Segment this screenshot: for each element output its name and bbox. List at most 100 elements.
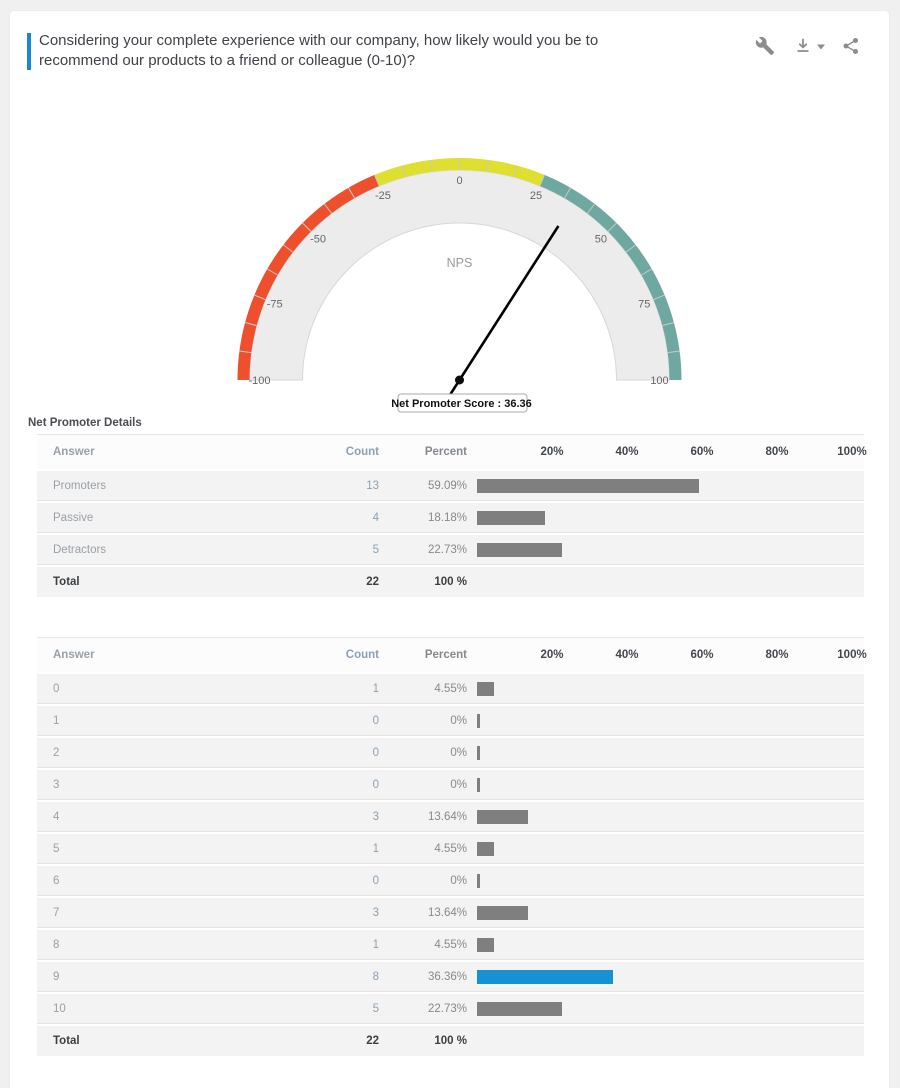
row-answer: 3 <box>53 779 60 791</box>
row-bar-cell <box>467 535 864 565</box>
gauge-tick-label: 25 <box>530 190 542 202</box>
svg-text:Net Promoter Score : 36.36: Net Promoter Score : 36.36 <box>391 398 532 410</box>
row-count: 1 <box>372 683 379 695</box>
gauge-tick <box>513 165 518 178</box>
table-row: 2 0 0% <box>37 736 864 768</box>
gauge-zone <box>374 157 545 186</box>
row-answer: 10 <box>53 1003 66 1015</box>
row-percent: 4.55% <box>434 683 467 695</box>
gauge-tick-label: -50 <box>310 234 326 246</box>
row-bar-cell <box>467 802 864 832</box>
total-bar-cell <box>467 567 864 597</box>
gauge-needle <box>449 225 560 395</box>
row-percent: 4.55% <box>434 843 467 855</box>
caret-down-icon[interactable] <box>816 43 826 51</box>
total-count: 22 <box>366 576 379 588</box>
column-header-answer: Answer <box>53 446 95 458</box>
gauge-tick-label: -25 <box>375 190 391 202</box>
gauge-tick <box>302 222 312 232</box>
row-answer: 1 <box>53 715 60 727</box>
row-count: 3 <box>372 907 379 919</box>
row-answer: Detractors <box>53 544 107 556</box>
percent-bar <box>477 479 699 493</box>
row-count: 3 <box>372 811 379 823</box>
gauge-tick <box>374 174 380 187</box>
total-label: Total <box>53 1035 80 1047</box>
question-report-card: Considering your complete experience wit… <box>10 11 889 1088</box>
row-percent: 0% <box>450 747 467 759</box>
bar-axis-header: 20% 40% 60% 80% 100% <box>467 435 866 469</box>
gauge-tick-label: 0 <box>456 175 462 187</box>
table-row: 5 1 4.55% <box>37 832 864 864</box>
gauge-tick <box>486 159 489 172</box>
question-text: Considering your complete experience wit… <box>39 32 599 69</box>
gauge-tick-label: 75 <box>638 298 650 310</box>
gauge-tick <box>239 350 252 354</box>
table-header: Answer Count Percent 20% 40% 60% 80% 100% <box>37 637 867 672</box>
table-row: 4 3 13.64% <box>37 800 864 832</box>
percent-bar <box>477 938 495 952</box>
axis-tick-label: 60% <box>690 446 714 458</box>
gauge-tick-label: -75 <box>267 298 283 310</box>
row-percent: 13.64% <box>427 811 467 823</box>
row-percent: 0% <box>450 779 467 791</box>
score-distribution-table: Answer Count Percent 20% 40% 60% 80% 100% 0 1… <box>37 637 867 1056</box>
gauge-tick <box>641 268 653 276</box>
axis-tick-label: 20% <box>540 446 564 458</box>
nps-gauge-chart: -100 -75 -50 -25 0 25 50 75 100 NPS Net Promoter … <box>237 157 682 413</box>
row-bar-cell <box>467 866 864 896</box>
total-bar-cell <box>467 1026 864 1056</box>
percent-bar <box>477 906 529 920</box>
gauge-zone <box>539 174 682 380</box>
table-row: Passive 4 18.18% <box>37 501 864 533</box>
table-row: 1 0 0% <box>37 704 864 736</box>
row-count: 0 <box>372 779 379 791</box>
row-count: 8 <box>372 971 379 983</box>
table-row: 10 5 22.73% <box>37 992 864 1024</box>
gauge-body <box>248 169 671 381</box>
row-answer: 7 <box>53 907 60 919</box>
share-icon[interactable] <box>841 36 861 56</box>
percent-bar <box>477 714 480 728</box>
row-count: 0 <box>372 715 379 727</box>
row-answer: 9 <box>53 971 60 983</box>
row-answer: 8 <box>53 939 60 951</box>
gauge-tick-label: 100 <box>650 375 668 387</box>
percent-bar <box>477 1002 563 1016</box>
table-row: 9 8 36.36% <box>37 960 864 992</box>
table-header: Answer Count Percent 20% 40% 60% 80% 100% <box>37 434 867 469</box>
question-accent-bar <box>27 33 31 70</box>
row-count: 1 <box>372 939 379 951</box>
gauge-tick <box>430 159 433 172</box>
gauge-tick-label: 50 <box>595 234 607 246</box>
percent-bar <box>477 511 546 525</box>
download-icon[interactable] <box>793 36 813 56</box>
row-bar-cell <box>467 962 864 992</box>
column-header-count: Count <box>345 649 379 661</box>
table-body: Promoters 13 59.09% Passive 4 18.18% Detractor… <box>37 469 864 597</box>
row-percent: 59.09% <box>427 480 467 492</box>
percent-bar <box>477 682 495 696</box>
table-row: Promoters 13 59.09% <box>37 469 864 501</box>
gauge-center-label: NPS <box>447 256 473 270</box>
table-row: Detractors 5 22.73% <box>37 533 864 565</box>
column-header-percent: Percent <box>424 446 467 458</box>
table-row: 0 1 4.55% <box>37 672 864 704</box>
section-title: Net Promoter Details <box>28 417 142 429</box>
row-count: 13 <box>366 480 379 492</box>
row-percent: 22.73% <box>427 544 467 556</box>
row-answer: Passive <box>53 512 94 524</box>
wrench-icon[interactable] <box>755 36 775 56</box>
gauge-tick <box>254 294 266 301</box>
total-count: 22 <box>366 1035 379 1047</box>
axis-tick-label: 80% <box>765 446 789 458</box>
row-answer: Promoters <box>53 480 107 492</box>
gauge-tick <box>586 203 596 214</box>
table-row: 6 0 0% <box>37 864 864 896</box>
percent-bar <box>477 543 563 557</box>
column-header-answer: Answer <box>53 649 95 661</box>
row-percent: 36.36% <box>427 971 467 983</box>
row-bar-cell <box>467 770 864 800</box>
row-percent: 0% <box>450 875 467 887</box>
